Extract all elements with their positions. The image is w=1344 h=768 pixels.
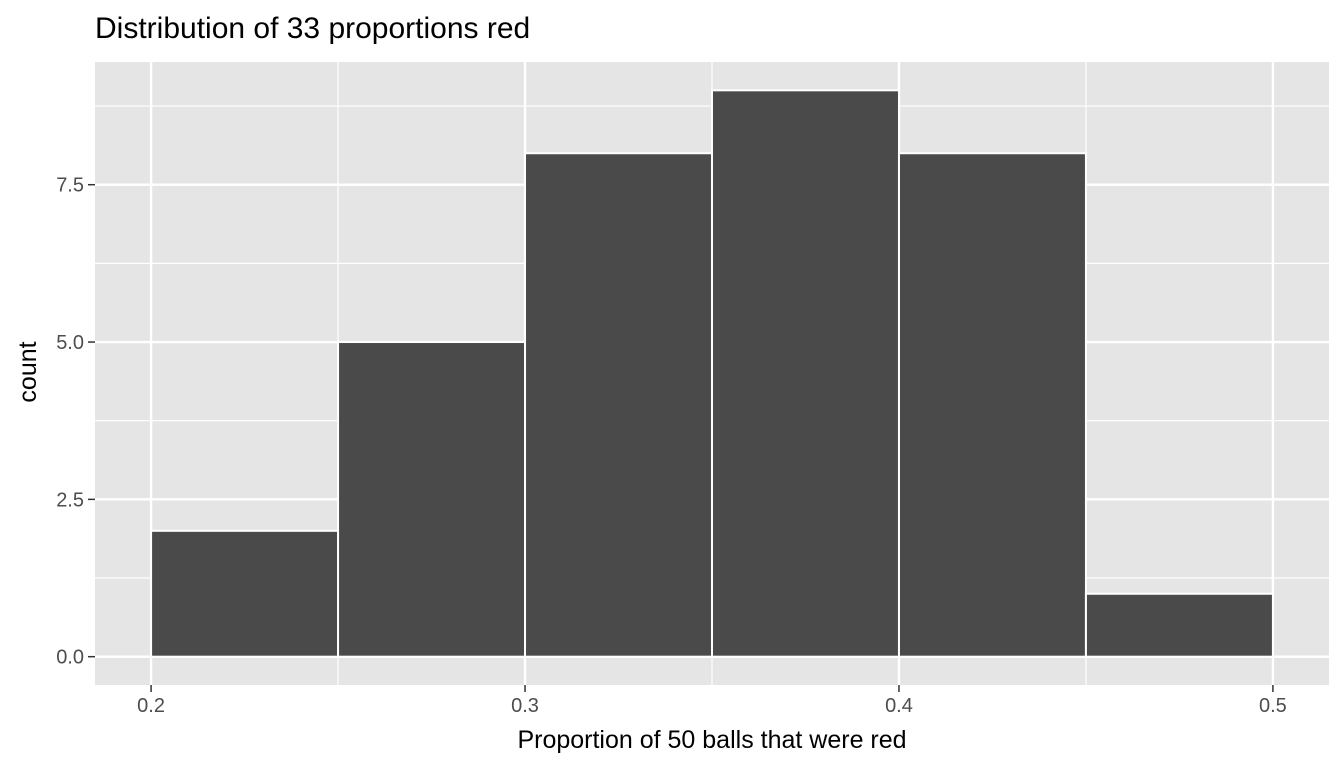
y-tick-label: 7.5 [56, 175, 84, 197]
histogram-bar-4 [711, 89, 900, 658]
histogram-bar-1 [150, 529, 340, 658]
histogram-bar-6 [1084, 592, 1274, 658]
y-tick-label: 2.5 [56, 489, 84, 511]
histogram-bar-2 [337, 341, 527, 658]
x-tick-label: 0.3 [511, 695, 539, 717]
x-tick-label: 0.4 [885, 695, 913, 717]
x-tick-label: 0.5 [1259, 695, 1287, 717]
y-tick-label: 5.0 [56, 332, 84, 354]
axis-ticks: 0.2 0.3 0.4 0.5 0.0 2.5 5.0 7.5 [56, 175, 1287, 717]
y-tick-label: 0.0 [56, 647, 84, 669]
histogram-bar-5 [897, 152, 1087, 658]
x-axis-title: Proportion of 50 balls that were red [517, 726, 906, 754]
bars [150, 89, 1274, 658]
chart-title: Distribution of 33 proportions red [95, 12, 530, 45]
x-tick-label: 0.2 [137, 695, 165, 717]
y-axis-title: count [14, 341, 42, 402]
histogram-bar-3 [524, 152, 713, 658]
